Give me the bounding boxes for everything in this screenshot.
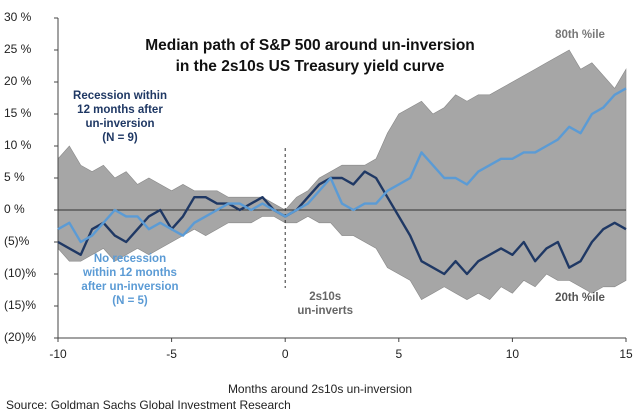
upper-band-label: 80th %ile — [555, 29, 605, 41]
y-tick-label: 25 % — [4, 42, 32, 56]
percentile-band — [57, 49, 627, 301]
series-annotation: 12 months after — [77, 104, 163, 116]
x-tick-label: 15 — [619, 347, 633, 361]
x-axis-label: Months around 2s10s un-inversion — [228, 382, 412, 396]
lower-band-label: 20th %ile — [555, 292, 605, 304]
series-annotation: No recession — [94, 253, 166, 265]
series-line — [57, 87, 627, 244]
un-inversion-label: un-inverts — [297, 305, 353, 317]
x-tick-label: -5 — [166, 347, 177, 361]
un-inversion-label: 2s10s — [309, 291, 341, 303]
y-tick-label: (20)% — [4, 330, 36, 344]
y-tick-label: 15 % — [4, 106, 32, 120]
x-tick-label: 5 — [395, 347, 402, 361]
series-annotation: un-inversion — [85, 118, 154, 130]
x-tick-label: 10 — [506, 347, 520, 361]
chart-title: in the 2s10s US Treasury yield curve — [176, 58, 445, 75]
series-annotation: Recession within — [73, 90, 167, 102]
series-annotation: (N = 5) — [112, 295, 148, 307]
y-tick-label: 0 % — [4, 202, 25, 216]
series-annotation: within 12 months — [82, 267, 177, 279]
x-tick-label: -10 — [49, 347, 67, 361]
x-tick-label: 0 — [282, 347, 289, 361]
series-annotation: (N = 9) — [102, 132, 138, 144]
y-tick-label: 30 % — [4, 10, 32, 24]
y-tick-label: 5 % — [4, 170, 25, 184]
chart-title: Median path of S&P 500 around un-inversi… — [145, 37, 475, 54]
series-annotation: after un-inversion — [81, 281, 178, 293]
series-line — [57, 170, 627, 276]
y-tick-label: 20 % — [4, 74, 32, 88]
source: Source: Goldman Sachs Global Investment … — [6, 398, 291, 412]
y-tick-label: (15)% — [4, 298, 36, 312]
y-tick-label: 10 % — [4, 138, 32, 152]
y-tick-label: (10)% — [4, 266, 36, 280]
y-tick-label: (5)% — [4, 234, 30, 248]
